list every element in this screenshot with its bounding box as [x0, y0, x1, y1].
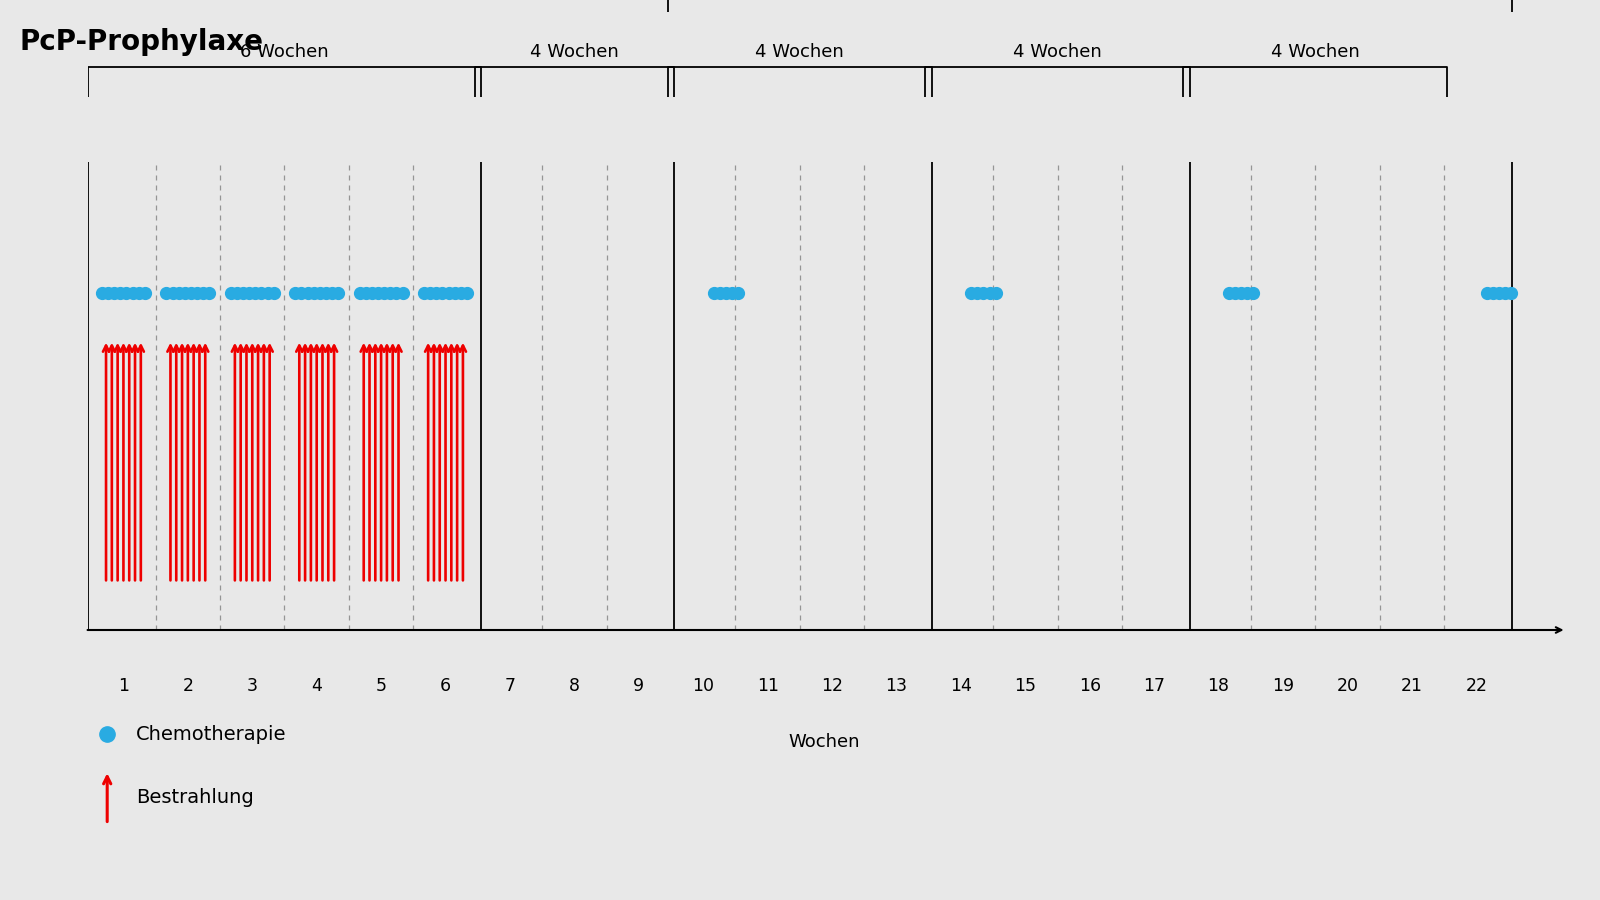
Text: PcP-Prophylaxe: PcP-Prophylaxe [19, 28, 262, 56]
Text: 18: 18 [1208, 677, 1229, 695]
Text: 8: 8 [570, 677, 579, 695]
Text: 7: 7 [504, 677, 515, 695]
Text: 22: 22 [1466, 677, 1488, 695]
Text: 4 Wochen: 4 Wochen [1270, 43, 1360, 61]
Text: 6 Wochen: 6 Wochen [240, 43, 328, 61]
Text: 1: 1 [118, 677, 130, 695]
Text: 19: 19 [1272, 677, 1294, 695]
Text: 4 Wochen: 4 Wochen [755, 43, 845, 61]
Text: 15: 15 [1014, 677, 1037, 695]
Text: 12: 12 [821, 677, 843, 695]
Text: 4 Wochen: 4 Wochen [530, 43, 619, 61]
Text: 4 Wochen: 4 Wochen [1013, 43, 1102, 61]
Text: Wochen: Wochen [789, 733, 859, 751]
Text: Chemotherapie: Chemotherapie [136, 724, 286, 744]
Text: 17: 17 [1142, 677, 1165, 695]
Text: 5: 5 [376, 677, 387, 695]
Text: 14: 14 [950, 677, 971, 695]
Text: 21: 21 [1402, 677, 1422, 695]
Text: 2: 2 [182, 677, 194, 695]
Text: 4: 4 [312, 677, 322, 695]
Text: Bestrahlung: Bestrahlung [136, 788, 254, 807]
Text: 6: 6 [440, 677, 451, 695]
Text: 9: 9 [634, 677, 645, 695]
Text: 10: 10 [693, 677, 714, 695]
Text: 16: 16 [1078, 677, 1101, 695]
Text: 3: 3 [246, 677, 258, 695]
Text: 13: 13 [885, 677, 907, 695]
Text: 20: 20 [1336, 677, 1358, 695]
Text: 11: 11 [757, 677, 779, 695]
